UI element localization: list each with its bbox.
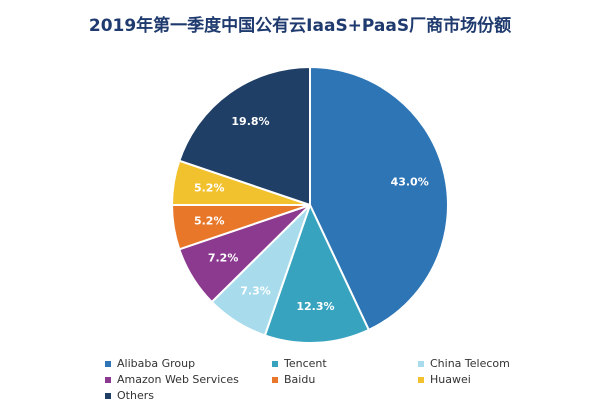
legend-label: Tencent xyxy=(283,357,327,370)
legend-swatch xyxy=(418,377,424,383)
legend-label: Alibaba Group xyxy=(117,357,195,370)
pie-slice xyxy=(309,65,449,332)
pie-slice xyxy=(263,202,371,344)
legend-swatch xyxy=(105,377,111,383)
legend-label: Baidu xyxy=(284,373,315,386)
data-label: 5.2% xyxy=(194,215,225,228)
legend-swatch xyxy=(272,377,278,383)
legend-label: China Telecom xyxy=(430,357,510,370)
chart-title: 2019年第一季度中国公有云IaaS+PaaS厂商市场份额 xyxy=(89,15,511,36)
data-label: 43.0% xyxy=(391,176,429,189)
data-label: 7.3% xyxy=(240,284,271,297)
data-label: 19.8% xyxy=(231,115,269,128)
legend-swatch xyxy=(272,361,278,367)
legend-label: Amazon Web Services xyxy=(117,373,239,386)
legend-label: Huawei xyxy=(430,373,471,386)
data-label: 7.2% xyxy=(208,252,239,265)
legend-swatch xyxy=(105,393,111,399)
legend-swatch xyxy=(105,361,111,367)
legend-label: Others xyxy=(117,389,154,400)
data-label: 12.3% xyxy=(296,300,334,313)
legend-swatch xyxy=(418,361,424,367)
data-label: 5.2% xyxy=(194,181,225,194)
pie-slice xyxy=(178,65,311,207)
